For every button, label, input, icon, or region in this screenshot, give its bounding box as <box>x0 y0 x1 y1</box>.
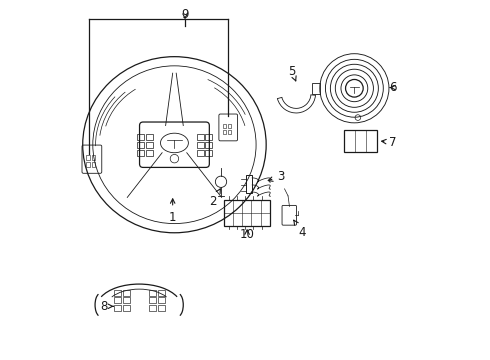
Bar <box>146 135 153 140</box>
Text: 3: 3 <box>268 170 285 183</box>
Bar <box>137 135 145 140</box>
Bar <box>158 297 165 303</box>
Bar <box>122 297 130 303</box>
Bar <box>205 150 212 156</box>
Bar <box>122 305 130 311</box>
Bar <box>114 305 121 311</box>
Bar <box>223 130 226 134</box>
Bar <box>205 142 212 148</box>
Bar <box>114 290 121 296</box>
Bar <box>137 150 145 156</box>
Bar <box>197 142 204 148</box>
Text: 9: 9 <box>181 8 189 21</box>
Bar <box>92 155 96 160</box>
Bar <box>228 123 231 128</box>
Bar <box>344 130 377 152</box>
Bar <box>197 135 204 140</box>
Bar <box>205 135 212 140</box>
Text: 4: 4 <box>294 220 306 239</box>
Bar <box>228 130 231 134</box>
Bar <box>245 175 252 193</box>
Bar <box>137 142 145 148</box>
Text: 8: 8 <box>100 300 113 313</box>
Bar <box>223 123 226 128</box>
Bar <box>149 297 156 303</box>
Bar <box>146 142 153 148</box>
Text: 2: 2 <box>210 189 220 208</box>
Bar <box>86 162 90 167</box>
Text: 7: 7 <box>382 136 397 149</box>
Bar <box>158 305 165 311</box>
Text: 10: 10 <box>240 228 254 241</box>
Bar <box>149 305 156 311</box>
Text: 5: 5 <box>288 65 296 81</box>
Bar <box>224 201 270 226</box>
Bar <box>197 150 204 156</box>
Bar <box>149 290 156 296</box>
Bar <box>122 290 130 296</box>
Bar <box>114 297 121 303</box>
Bar <box>312 83 320 94</box>
Bar <box>158 290 165 296</box>
Bar <box>146 150 153 156</box>
Bar <box>86 155 90 160</box>
Text: 1: 1 <box>169 199 176 224</box>
Bar <box>92 162 96 167</box>
Text: 6: 6 <box>390 81 397 94</box>
